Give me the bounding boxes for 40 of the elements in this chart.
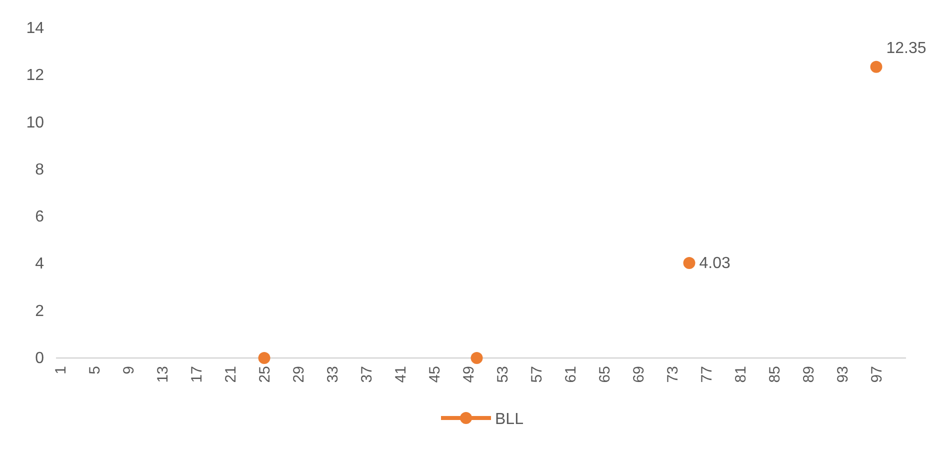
x-tick-label: 13 xyxy=(154,366,172,383)
y-tick-label: 6 xyxy=(35,208,44,226)
x-tick-label: 29 xyxy=(290,366,308,383)
x-tick-label: 81 xyxy=(732,366,750,383)
data-label: 4.03 xyxy=(699,255,730,272)
x-tick-label: 17 xyxy=(188,366,206,383)
y-tick-label: 10 xyxy=(26,114,44,132)
x-tick-label: 57 xyxy=(528,366,546,383)
x-tick-label: 33 xyxy=(324,366,342,383)
y-tick-label: 4 xyxy=(35,256,44,273)
x-tick-label: 5 xyxy=(86,366,104,374)
x-tick-label: 65 xyxy=(596,366,614,383)
x-tick-label: 21 xyxy=(222,366,240,383)
point xyxy=(683,257,696,270)
x-tick-label: 41 xyxy=(392,366,410,383)
x-tick-label: 9 xyxy=(120,366,138,374)
x-tick-label: 97 xyxy=(868,366,886,383)
y-tick-label: 12 xyxy=(26,67,44,84)
y-tick-label: 14 xyxy=(26,20,44,37)
point xyxy=(870,60,882,73)
point xyxy=(470,352,483,364)
x-tick-label: 77 xyxy=(698,366,716,383)
data-label: 12.35 xyxy=(886,40,926,57)
x-tick-label: 85 xyxy=(766,366,784,383)
legend-label: BLL xyxy=(495,411,524,428)
x-tick-label: 49 xyxy=(460,366,478,383)
x-tick-label: 61 xyxy=(562,366,580,383)
x-tick-label: 53 xyxy=(494,366,512,383)
x-tick-label: 73 xyxy=(664,366,682,383)
point xyxy=(258,352,270,364)
x-tick-label: 37 xyxy=(358,366,376,383)
x-tick-label: 89 xyxy=(800,366,818,383)
x-tick-label: 45 xyxy=(426,366,444,383)
y-tick-label: 0 xyxy=(35,350,44,367)
x-tick-label: 1 xyxy=(52,366,70,374)
y-tick-label: 8 xyxy=(35,161,44,178)
x-tick-label: 69 xyxy=(630,366,648,383)
x-tick-label: 93 xyxy=(834,366,852,383)
x-tick-label: 25 xyxy=(256,366,274,383)
y-tick-label: 2 xyxy=(35,302,44,320)
